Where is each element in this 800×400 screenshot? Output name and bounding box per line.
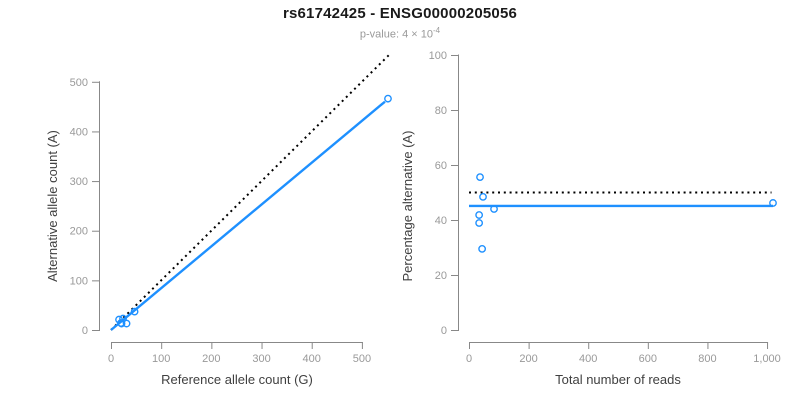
data-point	[769, 199, 777, 207]
data-point	[475, 219, 484, 227]
data-point	[122, 319, 131, 328]
x-tick-label: 0	[108, 353, 114, 365]
pvalue-exponent: -4	[432, 26, 441, 35]
data-point	[490, 205, 498, 213]
figure-subtitle: p-value: 4 × 10-4	[0, 26, 800, 41]
x-tick-label: 300	[252, 353, 270, 365]
x-tick-label: 800	[698, 353, 716, 365]
identity-line	[110, 52, 392, 331]
y-tick-label: 0	[441, 325, 447, 337]
data-point	[476, 173, 484, 182]
percentage-alternative-scatter: 0 20 40 60 80 100 0 200 400 600 800 1,000 Total numb…	[400, 50, 781, 387]
y-tick-label: 500	[70, 77, 88, 89]
y-tick-label: 300	[70, 176, 88, 188]
x-tick-label: 600	[639, 353, 657, 365]
y-tick-label: 40	[435, 215, 447, 227]
x-tick-label: 200	[202, 353, 220, 365]
data-point	[130, 307, 139, 316]
data-points	[115, 94, 392, 328]
axes	[451, 54, 769, 349]
y-axis-title: Percentage alternative (A)	[400, 130, 415, 281]
x-tick-label: 0	[466, 353, 472, 365]
data-point	[119, 314, 127, 323]
y-axis-title: Alternative allele count (A)	[45, 130, 60, 282]
fit-line	[110, 100, 386, 331]
x-tick-label: 200	[519, 353, 537, 365]
tick-labels: 0 100 200 300 400 500 0 100 200 300 400 500	[70, 77, 371, 365]
data-point	[117, 319, 126, 328]
y-tick-label: 80	[435, 105, 447, 117]
allele-counts-scatter: 0 100 200 300 400 500 0 100 200 300 400 500 Referenc…	[45, 52, 392, 387]
y-tick-label: 20	[435, 270, 447, 282]
y-tick-label: 60	[435, 160, 447, 172]
y-tick-label: 100	[70, 275, 88, 287]
x-tick-label: 500	[353, 353, 371, 365]
data-point	[475, 211, 484, 219]
figure-title: rs61742425 - ENSG00000205056	[282, 5, 518, 22]
y-tick-label: 0	[82, 325, 88, 337]
x-axis-title: Reference allele count (G)	[161, 372, 313, 387]
pvalue-mantissa: 4 × 10	[402, 28, 433, 41]
x-tick-label: 1,000	[753, 353, 781, 365]
x-tick-label: 400	[303, 353, 321, 365]
data-point	[479, 192, 487, 201]
y-tick-label: 200	[70, 226, 88, 238]
y-tick-label: 100	[429, 50, 447, 62]
data-point	[384, 94, 392, 103]
x-tick-label: 100	[152, 353, 170, 365]
x-axis-title: Total number of reads	[555, 372, 681, 387]
tick-labels: 0 20 40 60 80 100 0 200 400 600 800 1,000	[429, 50, 781, 365]
data-point	[478, 244, 487, 253]
axes	[92, 81, 363, 349]
pvalue-prefix: p-value:	[359, 28, 403, 41]
y-tick-label: 400	[70, 126, 88, 138]
x-tick-label: 400	[579, 353, 597, 365]
data-points	[475, 173, 777, 253]
